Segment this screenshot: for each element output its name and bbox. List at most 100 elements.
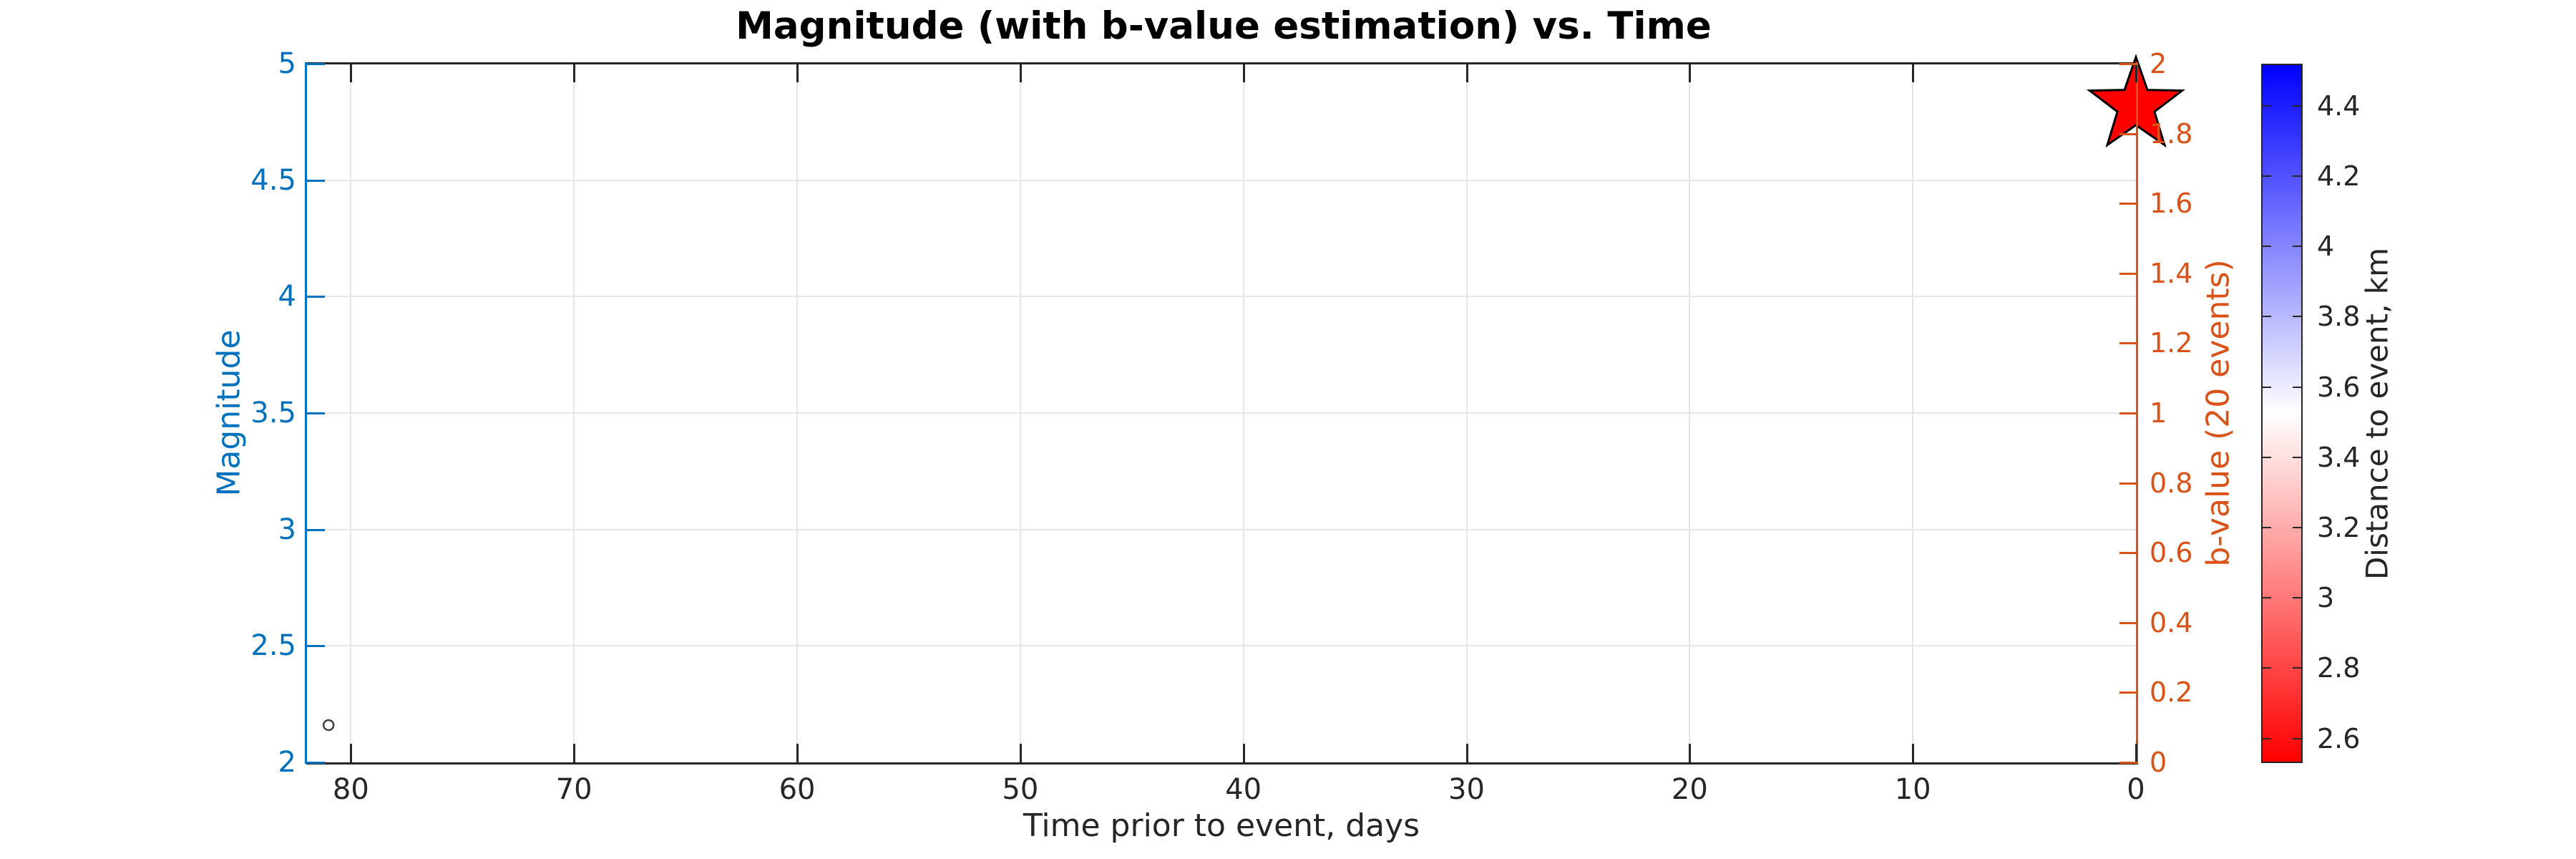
y-left-tick-mark — [306, 762, 325, 764]
y-right-tick-mark — [2119, 552, 2138, 555]
colorbar-tick-mark-left — [2261, 737, 2271, 739]
colorbar-gradient — [2263, 65, 2301, 762]
y-left-tick-mark — [306, 179, 325, 182]
x-tick-mark-top — [2135, 64, 2137, 82]
y-right-tick-mark — [2119, 272, 2138, 275]
colorbar-tick-mark-left — [2261, 386, 2271, 388]
x-tick-mark-top — [1465, 64, 1468, 82]
x-tick-mark-top — [573, 64, 576, 82]
y-left-tick-mark — [306, 296, 325, 299]
y-left-tick-mark — [306, 63, 325, 65]
colorbar-tick-label: 4.2 — [2317, 160, 2361, 193]
y-right-tick-mark — [2119, 762, 2138, 764]
x-tick-mark-top — [1912, 64, 1915, 82]
x-tick-mark-bottom — [1689, 744, 1692, 762]
colorbar-tick-mark-right — [2293, 246, 2303, 248]
colorbar-tick-mark-left — [2261, 105, 2271, 107]
y-right-tick-label: 0.2 — [2150, 676, 2193, 709]
y-right-tick-mark — [2119, 203, 2138, 205]
y-right-tick-mark — [2119, 342, 2138, 345]
chart-title: Magnitude (with b-value estimation) vs. … — [736, 4, 1712, 48]
grid-line-horizontal — [306, 645, 2136, 647]
y-left-tick-label: 2.5 — [250, 629, 296, 663]
colorbar-label: Distance to event, km — [2359, 247, 2395, 580]
y-right-tick-mark — [2119, 63, 2138, 65]
y-right-tick-label: 0.4 — [2150, 606, 2193, 639]
colorbar — [2261, 64, 2303, 763]
colorbar-tick-label: 3 — [2317, 582, 2335, 614]
y-right-tick-mark — [2119, 412, 2138, 414]
y-left-tick-label: 2 — [278, 746, 296, 779]
plot-spine-bottom — [306, 762, 2138, 765]
colorbar-tick-label: 3.2 — [2317, 512, 2361, 544]
x-tick-label: 50 — [1002, 773, 1039, 806]
x-tick-mark-bottom — [1242, 744, 1245, 762]
y-left-tick-label: 4.5 — [250, 163, 296, 197]
y-left-tick-mark — [306, 412, 325, 414]
colorbar-tick-mark-right — [2293, 105, 2303, 107]
colorbar-tick-label: 3.8 — [2317, 301, 2361, 333]
colorbar-tick-label: 3.6 — [2317, 371, 2361, 403]
grid-line-horizontal — [306, 412, 2136, 414]
colorbar-tick-mark-right — [2293, 527, 2303, 529]
y-right-axis-label: b-value (20 events) — [2200, 259, 2237, 567]
y-left-tick-label: 4 — [278, 280, 296, 314]
y-right-tick-label: 1.6 — [2150, 188, 2193, 220]
x-tick-mark-bottom — [1912, 744, 1915, 762]
colorbar-tick-label: 4.4 — [2317, 89, 2361, 122]
colorbar-tick-mark-right — [2293, 386, 2303, 388]
x-tick-label: 60 — [779, 773, 816, 806]
x-tick-label: 20 — [1671, 773, 1708, 806]
y-right-tick-label: 1.4 — [2150, 257, 2193, 289]
x-tick-mark-bottom — [350, 744, 353, 762]
colorbar-tick-label: 3.4 — [2317, 441, 2361, 473]
colorbar-tick-mark-left — [2261, 597, 2271, 599]
colorbar-tick-mark-right — [2293, 456, 2303, 458]
x-tick-label: 30 — [1448, 773, 1485, 806]
x-tick-label: 70 — [555, 773, 592, 806]
x-tick-label: 10 — [1894, 773, 1931, 806]
x-tick-label: 40 — [1225, 773, 1262, 806]
y-right-tick-mark — [2119, 132, 2138, 135]
y-right-tick-mark — [2119, 621, 2138, 624]
x-tick-mark-bottom — [1019, 744, 1022, 762]
plot-spine-top — [306, 62, 2138, 64]
x-tick-mark-top — [1242, 64, 1245, 82]
colorbar-tick-mark-right — [2293, 667, 2303, 669]
y-right-tick-label: 0.6 — [2150, 537, 2193, 569]
colorbar-tick-mark-right — [2293, 175, 2303, 178]
y-right-tick-mark — [2119, 482, 2138, 485]
x-tick-mark-top — [1689, 64, 1692, 82]
y-left-tick-mark — [306, 645, 325, 648]
y-right-tick-label: 1.2 — [2150, 327, 2193, 359]
colorbar-tick-mark-left — [2261, 316, 2271, 318]
colorbar-tick-mark-left — [2261, 246, 2271, 248]
y-left-tick-mark — [306, 528, 325, 531]
x-tick-mark-bottom — [2135, 744, 2137, 762]
colorbar-tick-mark-left — [2261, 175, 2271, 178]
x-axis-label: Time prior to event, days — [1023, 807, 1420, 844]
x-tick-mark-bottom — [573, 744, 576, 762]
y-right-tick-label: 0.8 — [2150, 467, 2193, 499]
y-left-tick-label: 3 — [278, 513, 296, 546]
x-tick-mark-bottom — [796, 744, 799, 762]
y-right-tick-label: 2 — [2150, 48, 2167, 79]
colorbar-tick-mark-right — [2293, 737, 2303, 739]
event-marker-circle — [322, 719, 335, 732]
y-right-tick-label: 1.8 — [2150, 117, 2193, 150]
grid-line-horizontal — [306, 528, 2136, 530]
y-right-tick-label: 1 — [2150, 397, 2167, 429]
x-tick-mark-bottom — [1465, 744, 1468, 762]
grid-line-horizontal — [306, 296, 2136, 298]
colorbar-tick-mark-right — [2293, 597, 2303, 599]
x-tick-mark-top — [350, 64, 353, 82]
colorbar-tick-label: 2.8 — [2317, 652, 2361, 684]
x-tick-label: 80 — [332, 773, 369, 806]
y-left-tick-label: 3.5 — [250, 397, 296, 430]
x-tick-label: 0 — [2127, 773, 2145, 806]
colorbar-tick-mark-left — [2261, 456, 2271, 458]
x-tick-mark-top — [796, 64, 799, 82]
grid-line-horizontal — [306, 179, 2136, 181]
colorbar-tick-mark-left — [2261, 527, 2271, 529]
